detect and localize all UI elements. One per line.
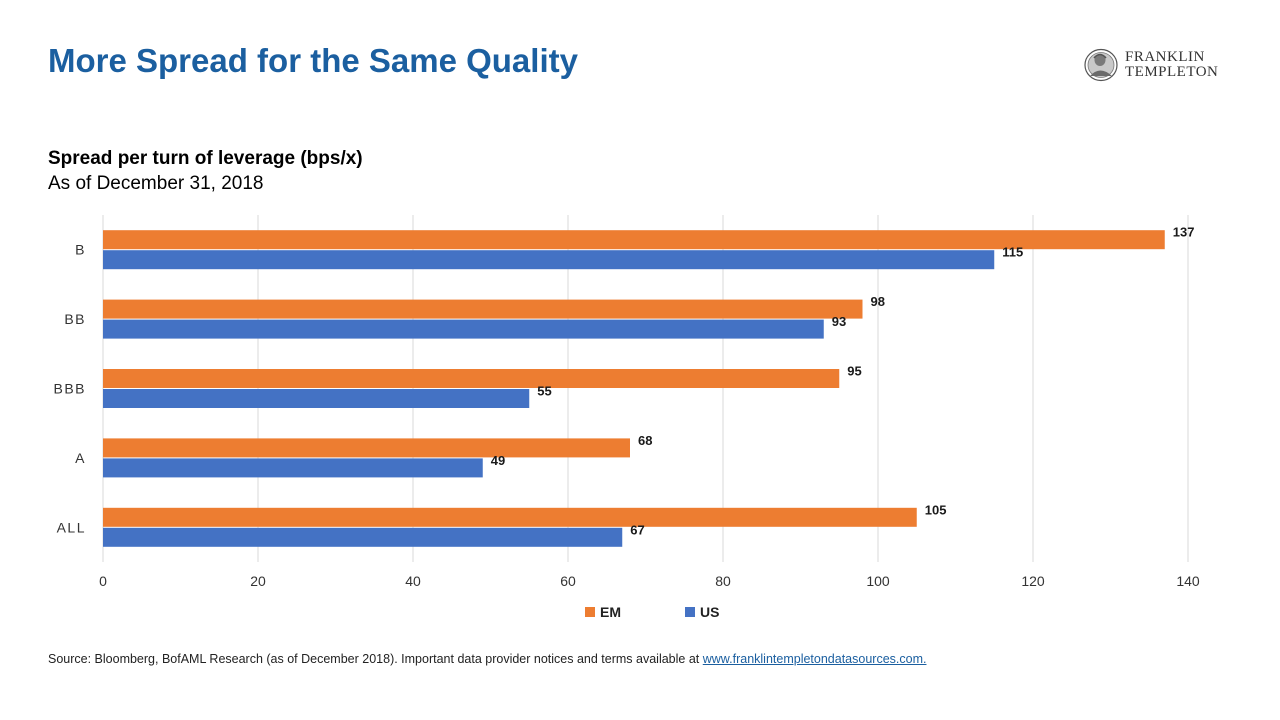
franklin-portrait-icon bbox=[1084, 48, 1118, 82]
data-label-us-b: 115 bbox=[1002, 245, 1023, 260]
bar-em-bb bbox=[103, 299, 863, 319]
data-label-em-bb: 98 bbox=[871, 294, 885, 309]
data-label-em-bbb: 95 bbox=[847, 364, 861, 379]
bar-us-b bbox=[103, 250, 995, 270]
data-label-em-all: 105 bbox=[925, 502, 947, 517]
legend-item-em: EM bbox=[585, 604, 621, 620]
logo-line-1: FRANKLIN bbox=[1125, 49, 1205, 65]
bar-us-a bbox=[103, 458, 483, 478]
legend-swatch-em bbox=[585, 607, 595, 617]
data-label-us-bbb: 55 bbox=[537, 384, 551, 399]
legend-item-us: US bbox=[685, 604, 719, 620]
legend-swatch-us bbox=[685, 607, 695, 617]
x-tick-label-140: 140 bbox=[1176, 573, 1200, 589]
franklin-templeton-logo: FRANKLIN TEMPLETON bbox=[1083, 48, 1233, 84]
legend-label-us: US bbox=[700, 604, 720, 620]
x-tick-label-60: 60 bbox=[560, 573, 576, 589]
chart-title: Spread per turn of leverage (bps/x) bbox=[48, 148, 363, 169]
bar-us-bbb bbox=[103, 389, 530, 408]
category-label-a: A bbox=[75, 450, 86, 466]
source-note: Source: Bloomberg, BofAML Research (as o… bbox=[48, 652, 926, 666]
x-tick-label-20: 20 bbox=[250, 573, 266, 589]
category-label-all: ALL bbox=[57, 519, 86, 535]
bar-em-bbb bbox=[103, 369, 840, 388]
category-label-b: B bbox=[75, 242, 86, 258]
category-label-bbb: BBB bbox=[53, 381, 86, 397]
bar-us-bb bbox=[103, 319, 824, 339]
legend-label-em: EM bbox=[600, 604, 621, 620]
bar-em-a bbox=[103, 438, 630, 458]
data-label-us-all: 67 bbox=[630, 522, 644, 537]
source-text: Source: Bloomberg, BofAML Research (as o… bbox=[48, 652, 700, 666]
bar-em-b bbox=[103, 230, 1165, 250]
x-tick-label-80: 80 bbox=[715, 573, 731, 589]
x-tick-label-0: 0 bbox=[99, 573, 107, 589]
x-tick-label-120: 120 bbox=[1021, 573, 1045, 589]
gridlines bbox=[102, 215, 1189, 562]
data-label-us-a: 49 bbox=[491, 453, 505, 468]
bar-us-all bbox=[103, 527, 623, 547]
bars bbox=[103, 230, 1165, 547]
data-label-us-bb: 93 bbox=[832, 314, 846, 329]
bar-chart: 0 20 40 60 80 100 120 140 B 137 115 BB 98 93 BBB 95 55 A 6… bbox=[53, 215, 1200, 589]
page-title: More Spread for the Same Quality bbox=[48, 42, 578, 79]
labels: 0 20 40 60 80 100 120 140 B 137 115 BB 98 93 BBB 95 55 A 6… bbox=[53, 225, 1199, 589]
x-tick-label-100: 100 bbox=[866, 573, 890, 589]
source-link[interactable]: www.franklintempletondatasources.com. bbox=[702, 652, 927, 666]
data-label-em-b: 137 bbox=[1173, 225, 1195, 240]
logo-line-2: TEMPLETON bbox=[1125, 64, 1219, 80]
bar-em-all bbox=[103, 507, 917, 527]
category-label-bb: BB bbox=[64, 311, 86, 327]
x-tick-label-40: 40 bbox=[405, 573, 421, 589]
chart-subtitle: As of December 31, 2018 bbox=[48, 173, 264, 194]
data-label-em-a: 68 bbox=[638, 433, 652, 448]
